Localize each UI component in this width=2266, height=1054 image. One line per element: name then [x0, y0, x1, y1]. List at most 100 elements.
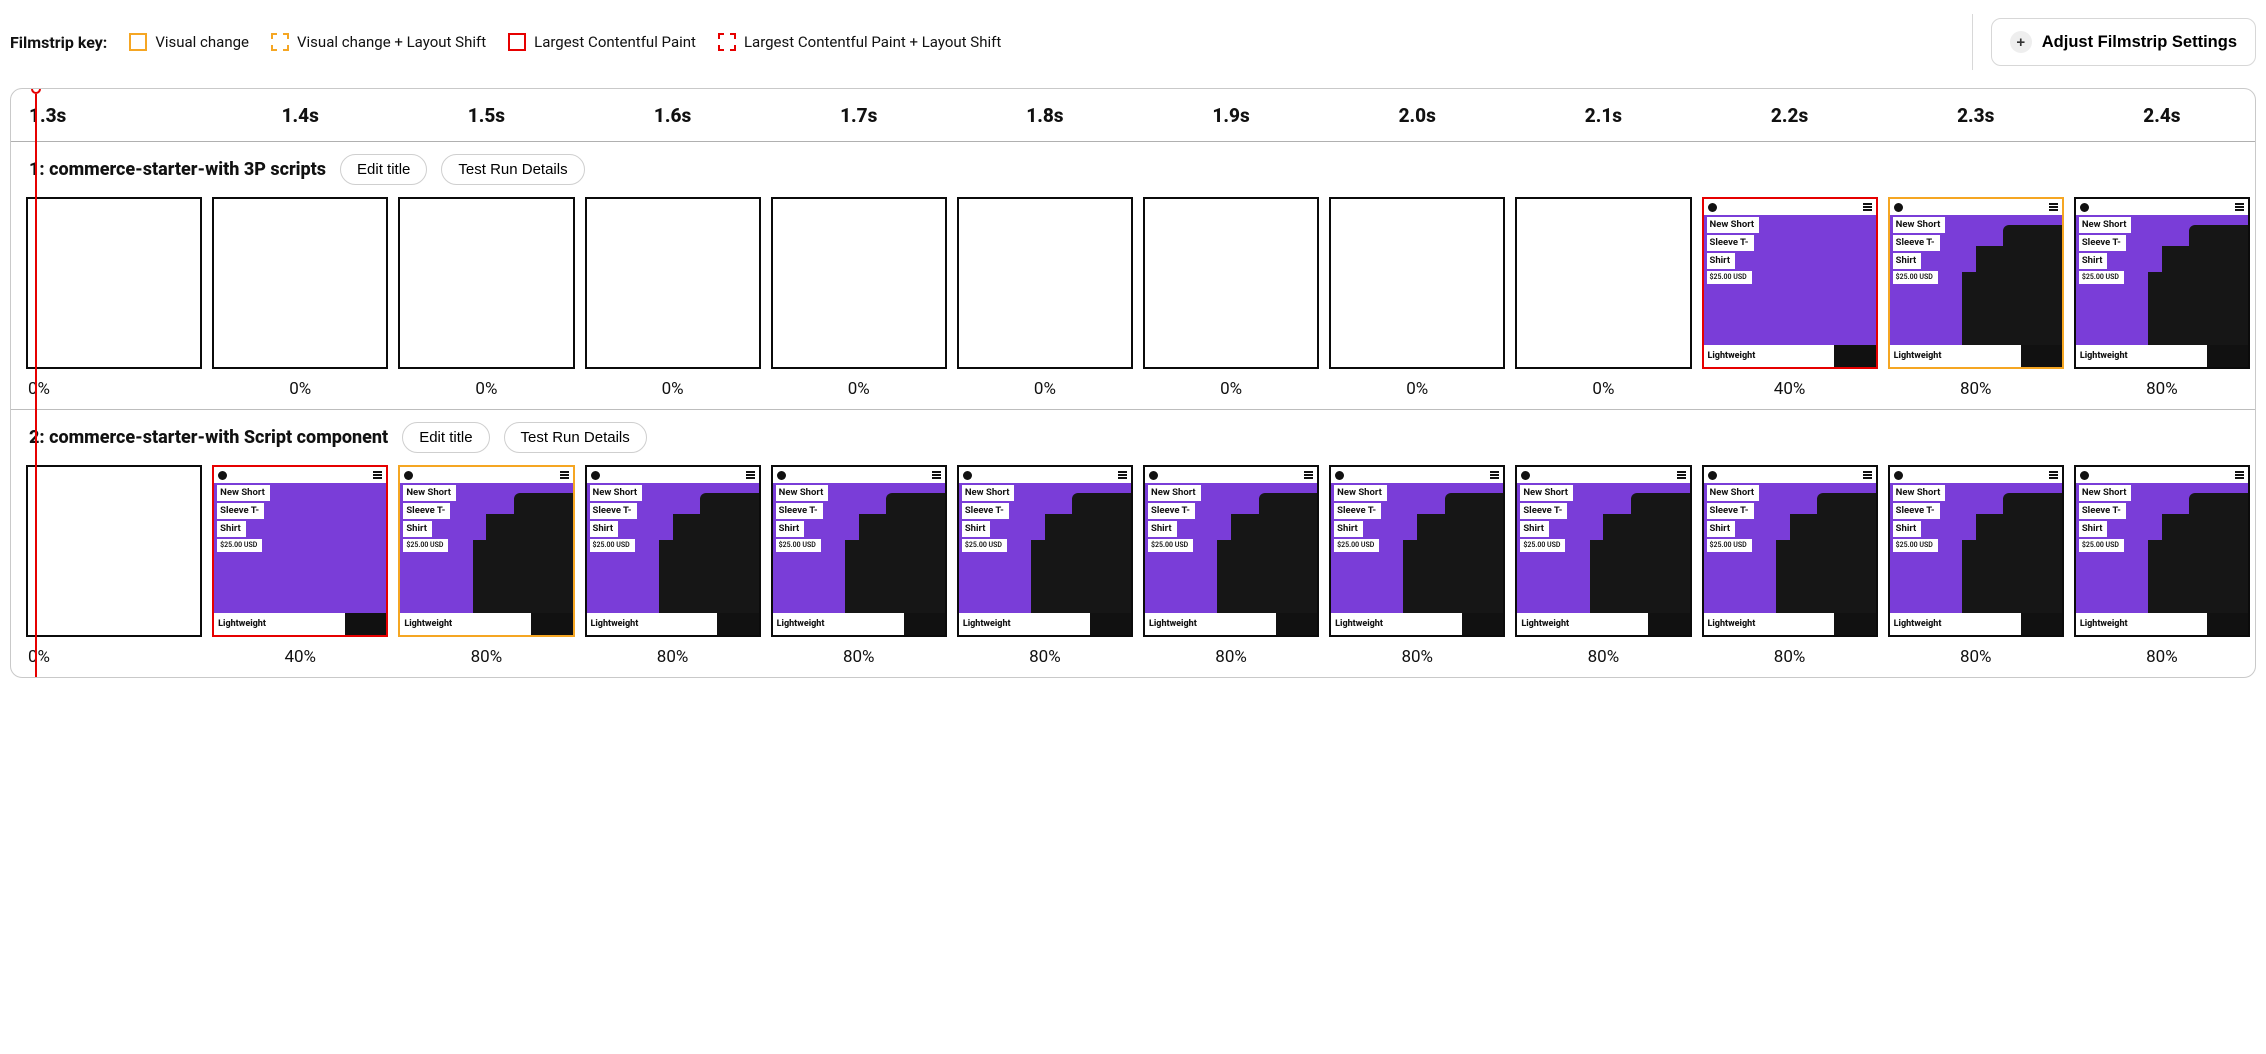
product-title-line: Sleeve T- — [962, 503, 1009, 519]
product-title-line: New Short — [2079, 217, 2132, 233]
frame-visual-complete-pct: 0% — [26, 645, 50, 667]
frame-column: 0% — [1138, 197, 1324, 399]
frame-column: New ShortSleeve T-Shirt$25.00 USDLightwe… — [1138, 465, 1324, 667]
filmstrip-frame[interactable] — [585, 197, 761, 369]
filmstrip-frame[interactable]: New ShortSleeve T-Shirt$25.00 USDLightwe… — [1888, 465, 2064, 637]
frame-column: New ShortSleeve T-Shirt$25.00 USDLightwe… — [2069, 465, 2255, 667]
product-tag: Lightweight — [1704, 345, 1835, 367]
thumbnail-content: New ShortSleeve T-Shirt$25.00 USDLightwe… — [959, 467, 1131, 635]
frame-visual-complete-pct: 80% — [843, 645, 875, 667]
filmstrip-frame[interactable] — [771, 197, 947, 369]
product-title-line: Sleeve T- — [1148, 503, 1195, 519]
product-price: $25.00 USD — [1334, 539, 1379, 552]
frame-visual-complete-pct: 80% — [1960, 377, 1992, 399]
filmstrip-frame[interactable]: New ShortSleeve T-Shirt$25.00 USDLightwe… — [957, 465, 1133, 637]
product-title-line: Sleeve T- — [1893, 235, 1940, 251]
footer-block — [1648, 613, 1689, 635]
time-label: 1.9s — [1138, 89, 1324, 142]
hamburger-icon — [2049, 203, 2058, 211]
product-title-line: Sleeve T- — [403, 503, 450, 519]
filmstrip-frame[interactable]: New ShortSleeve T-Shirt$25.00 USDLightwe… — [771, 465, 947, 637]
product-title-stack: New ShortSleeve T-Shirt$25.00 USD — [1707, 485, 1760, 552]
frame-visual-complete-pct: 80% — [657, 645, 689, 667]
filmstrip-frame[interactable]: New ShortSleeve T-Shirt$25.00 USD Lightwe… — [1515, 465, 1691, 637]
hamburger-icon — [2235, 203, 2244, 211]
product-title-line: Shirt — [403, 521, 432, 537]
logo-icon — [1708, 203, 1717, 212]
filmstrip-frame[interactable] — [1515, 197, 1691, 369]
card-footer: Lightweight — [959, 613, 1131, 635]
thumbnail-content: New ShortSleeve T-Shirt$25.00 USDLightwe… — [587, 467, 759, 635]
filmstrip-frame[interactable]: New ShortSleeve T-Shirt$25.00 USDLightwe… — [2074, 465, 2250, 637]
filmstrip-frame[interactable]: New ShortSleeve T-Shirt$25.00 USDLightwe… — [1702, 465, 1878, 637]
footer-block — [2021, 345, 2062, 367]
card-header — [773, 467, 945, 483]
hamburger-icon — [1490, 471, 1499, 479]
product-price: $25.00 USD — [2079, 539, 2124, 552]
frame-column: 0% — [766, 197, 952, 399]
logo-icon — [2080, 471, 2089, 480]
logo-icon — [1335, 471, 1344, 480]
hamburger-icon — [1118, 471, 1127, 479]
thumbnail-content: New ShortSleeve T-Shirt$25.00 USDLightwe… — [773, 467, 945, 635]
filmstrip-frame[interactable]: New ShortSleeve T-Shirt$25.00 USDLightwe… — [1329, 465, 1505, 637]
card-body: New ShortSleeve T-Shirt$25.00 USD — [2076, 483, 2248, 613]
edit-title-button[interactable]: Edit title — [402, 422, 489, 453]
filmstrip-frame[interactable] — [957, 197, 1133, 369]
product-title-stack: New ShortSleeve T-Shirt$25.00 USD — [2079, 217, 2132, 284]
card-body: New ShortSleeve T-Shirt$25.00 USD — [1890, 483, 2062, 613]
frame-column: New ShortSleeve T-Shirt$25.00 USDLightwe… — [1324, 465, 1510, 667]
product-title-line: Shirt — [776, 521, 805, 537]
product-title-line: Sleeve T- — [2079, 503, 2126, 519]
filmstrip-frame[interactable] — [212, 197, 388, 369]
hamburger-icon — [560, 471, 569, 479]
legend-item-lcp: Largest Contentful Paint — [508, 33, 696, 51]
hamburger-icon — [1863, 203, 1872, 211]
filmstrip-frame[interactable]: New ShortSleeve T-Shirt$25.00 USDLightwe… — [1702, 197, 1878, 369]
test-run-details-button[interactable]: Test Run Details — [441, 154, 584, 185]
product-title-line: Shirt — [1893, 253, 1922, 269]
footer-block — [1276, 613, 1317, 635]
filmstrip-frame[interactable] — [26, 197, 202, 369]
filmstrip-frame[interactable]: New ShortSleeve T-Shirt$25.00 USDLightwe… — [212, 465, 388, 637]
filmstrip-frame[interactable]: New ShortSleeve T-Shirt$25.00 USDLightwe… — [1143, 465, 1319, 637]
product-title-stack: New ShortSleeve T-Shirt$25.00 USD — [1148, 485, 1201, 552]
product-price: $25.00 USD — [1893, 539, 1938, 552]
filmstrip-frame[interactable] — [26, 465, 202, 637]
filmstrip-frame[interactable] — [1329, 197, 1505, 369]
frame-visual-complete-pct: 80% — [1588, 645, 1620, 667]
product-tag: Lightweight — [1517, 613, 1648, 635]
footer-block — [1834, 345, 1875, 367]
edit-title-button[interactable]: Edit title — [340, 154, 427, 185]
legend-title: Filmstrip key: — [10, 33, 107, 52]
frame-visual-complete-pct: 0% — [475, 377, 497, 399]
test-run-details-button[interactable]: Test Run Details — [504, 422, 647, 453]
filmstrip-frame[interactable] — [1143, 197, 1319, 369]
filmstrip-frame[interactable]: New ShortSleeve T-Shirt$25.00 USDLightwe… — [1888, 197, 2064, 369]
adjust-filmstrip-settings-button[interactable]: + Adjust Filmstrip Settings — [1991, 18, 2256, 66]
card-body: New ShortSleeve T-Shirt$25.00 USD — [773, 483, 945, 613]
logo-icon — [1708, 471, 1717, 480]
product-price: $25.00 USD — [1520, 539, 1565, 552]
card-header — [400, 467, 572, 483]
logo-icon — [1521, 471, 1530, 480]
logo-icon — [218, 471, 227, 480]
footer-block — [2207, 345, 2248, 367]
frame-visual-complete-pct: 80% — [1960, 645, 1992, 667]
footer-block — [1462, 613, 1503, 635]
card-body: New ShortSleeve T-Shirt$25.00 USD — [587, 483, 759, 613]
product-price: $25.00 USD — [590, 539, 635, 552]
product-title-stack: New ShortSleeve T-Shirt$25.00 USD — [1334, 485, 1387, 552]
logo-icon — [963, 471, 972, 480]
card-body: New ShortSleeve T-Shirt$25.00 USD — [1145, 483, 1317, 613]
footer-block — [2207, 613, 2248, 635]
filmstrip-frame[interactable]: New ShortSleeve T-Shirt$25.00 USDLightwe… — [585, 465, 761, 637]
product-title-stack: New ShortSleeve T-Shirt$25.00 USD — [1520, 485, 1573, 552]
filmstrip-frame[interactable]: New ShortSleeve T-Shirt$25.00 USDLightwe… — [398, 465, 574, 637]
logo-icon — [2080, 203, 2089, 212]
filmstrip-frame[interactable] — [398, 197, 574, 369]
thumbnail-content: New ShortSleeve T-Shirt$25.00 USDLightwe… — [1704, 467, 1876, 635]
filmstrip-frame[interactable]: New ShortSleeve T-Shirt$25.00 USDLightwe… — [2074, 197, 2250, 369]
legend-label: Visual change + Layout Shift — [297, 33, 486, 51]
filmstrip-panel: 1.3s1.4s1.5s1.6s1.7s1.8s1.9s2.0s2.1s2.2s… — [10, 88, 2256, 678]
